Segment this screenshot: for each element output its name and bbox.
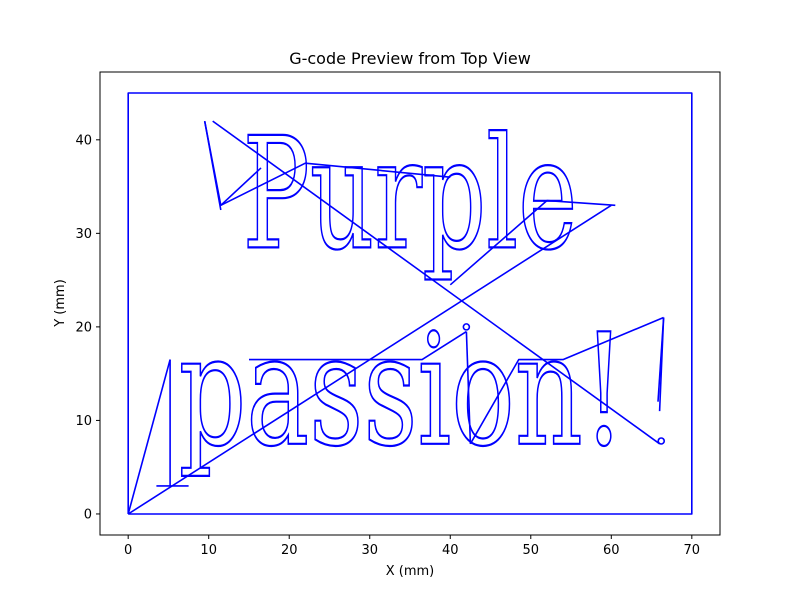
x-axis-label: X (mm) <box>386 564 435 579</box>
toolpath-segment-4 <box>212 120 661 445</box>
plot-frame <box>99 71 721 536</box>
y-tick-label: 0 <box>84 507 92 522</box>
x-tick-label: 50 <box>523 543 540 558</box>
y-tick-label: 20 <box>75 320 92 335</box>
toolpath-segment-5 <box>220 167 262 206</box>
toolpath-text-1: passion! <box>179 302 625 481</box>
toolpath-segment-12 <box>469 316 664 445</box>
y-tick-label: 30 <box>75 227 92 242</box>
x-tick-label: 30 <box>361 543 378 558</box>
toolpath-segment-11 <box>465 331 472 444</box>
toolpath-segment-1 <box>127 359 171 515</box>
chart-title: G-code Preview from Top View <box>289 49 531 68</box>
y-tick-label: 40 <box>75 133 92 148</box>
toolpath-segment-7 <box>449 199 616 286</box>
toolpath-segment-0 <box>127 92 693 515</box>
data-layer: Purple passion! <box>127 92 693 515</box>
toolpath-segment-14 <box>657 317 665 402</box>
x-tick-label: 20 <box>281 543 298 558</box>
y-axis-label: Y (mm) <box>53 279 68 328</box>
x-tick-label: 0 <box>124 543 132 558</box>
plot-area: Purple passion! <box>99 71 721 536</box>
toolpath-segment-10 <box>249 330 467 361</box>
toolpath-segment-6 <box>203 120 222 211</box>
toolpath-marker-1 <box>657 437 666 445</box>
toolpath-marker-0 <box>462 323 471 331</box>
x-axis: 0 10 20 30 40 50 60 70 <box>124 535 700 558</box>
toolpath-text-0: Purple <box>243 105 578 284</box>
x-tick-label: 10 <box>200 543 217 558</box>
x-tick-label: 40 <box>442 543 459 558</box>
x-tick-label: 60 <box>603 543 620 558</box>
y-axis: 0 10 20 30 40 <box>75 133 100 522</box>
y-tick-label: 10 <box>75 414 92 429</box>
x-tick-label: 70 <box>684 543 701 558</box>
